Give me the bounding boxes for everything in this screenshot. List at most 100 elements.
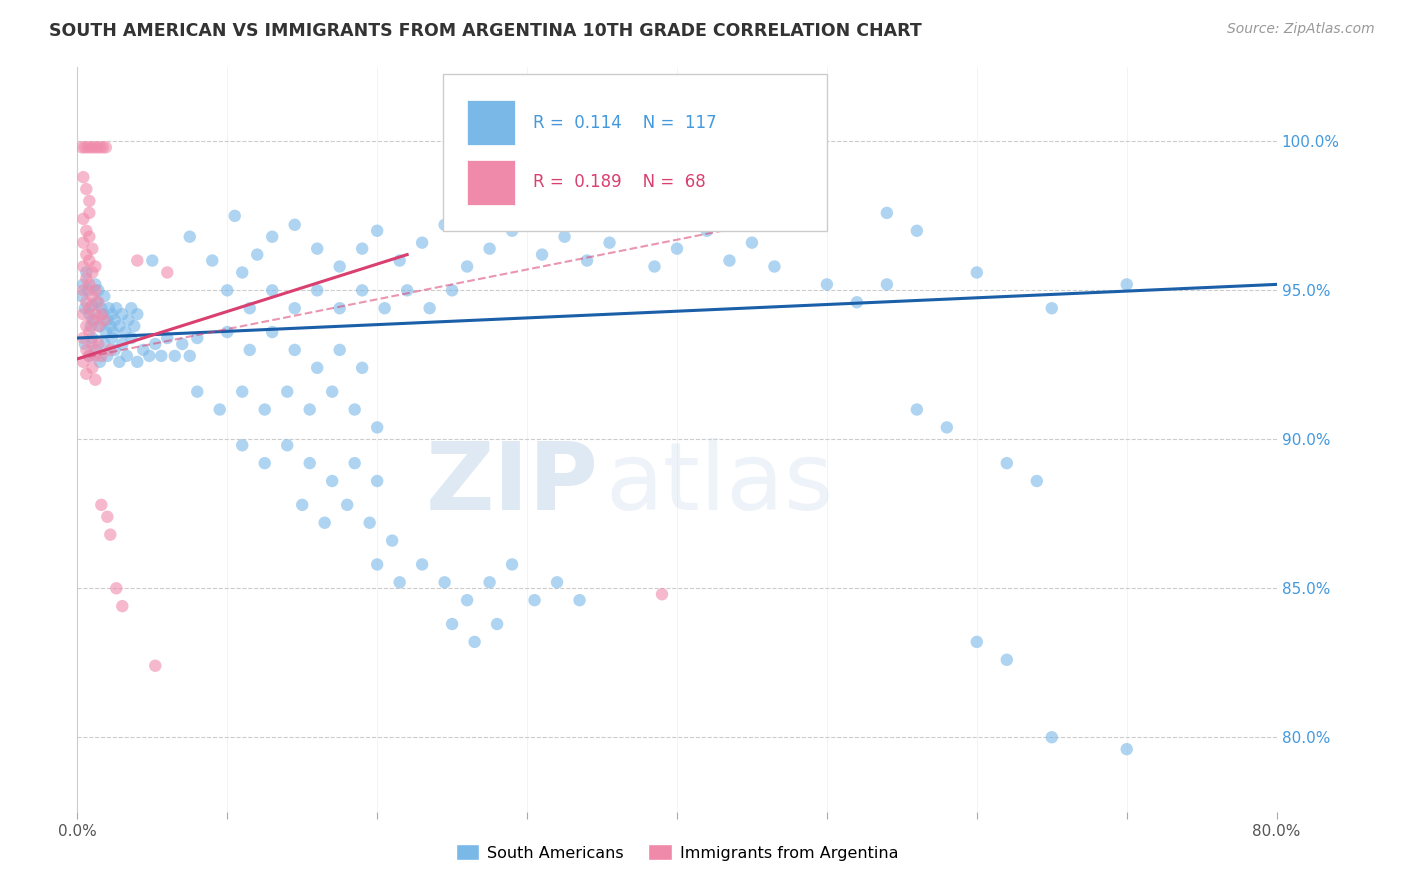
Point (87, 284, 110, 298)
Text: R =  0.189    N =  68: R = 0.189 N = 68 (533, 173, 706, 192)
Point (1040, 301, 1063, 316)
Point (478, 242, 501, 256)
Point (79, 206, 101, 220)
Point (284, 343, 307, 357)
Point (80, 319, 103, 334)
Point (217, 325, 239, 339)
Point (91, 307, 114, 321)
FancyBboxPatch shape (467, 101, 515, 145)
Point (905, 224, 928, 238)
Point (231, 438, 253, 452)
Point (388, 575, 411, 590)
Point (262, 325, 284, 339)
Point (86, 295, 108, 310)
Point (108, 355, 131, 369)
Point (186, 331, 208, 345)
Point (111, 599, 134, 614)
Point (84, 349, 107, 363)
Point (143, 337, 166, 351)
Point (741, 235, 763, 250)
Text: Source: ZipAtlas.com: Source: ZipAtlas.com (1227, 22, 1375, 37)
Point (845, 295, 868, 310)
Point (388, 253, 411, 268)
Point (172, 337, 194, 351)
Point (105, 301, 128, 316)
Point (478, 575, 501, 590)
Point (79, 301, 101, 316)
Point (82, 360, 104, 375)
Point (966, 635, 988, 649)
Point (84, 307, 107, 321)
Point (72, 284, 94, 298)
Point (352, 284, 374, 298)
Point (93, 289, 115, 303)
Point (486, 617, 509, 632)
Point (366, 420, 388, 434)
Point (72, 331, 94, 345)
Point (411, 235, 433, 250)
Point (73, 140, 96, 154)
Point (276, 438, 298, 452)
Point (101, 307, 124, 321)
FancyBboxPatch shape (443, 74, 827, 231)
Point (307, 242, 329, 256)
Point (82, 289, 104, 303)
Point (82, 242, 104, 256)
Point (179, 349, 201, 363)
Point (75, 247, 97, 261)
Point (127, 253, 149, 268)
Point (76, 140, 98, 154)
Point (464, 635, 486, 649)
Point (101, 331, 124, 345)
Point (966, 265, 988, 279)
Text: atlas: atlas (605, 438, 834, 530)
Point (1115, 742, 1137, 756)
Point (411, 558, 433, 572)
Point (554, 229, 576, 244)
Point (120, 301, 142, 316)
Point (786, 146, 808, 161)
Point (132, 343, 155, 357)
Point (239, 301, 262, 316)
Point (396, 284, 419, 298)
Point (89, 140, 111, 154)
Point (568, 593, 591, 607)
Point (75, 343, 97, 357)
Point (76, 284, 98, 298)
Point (1040, 730, 1063, 744)
Point (150, 349, 173, 363)
Point (79, 349, 101, 363)
Point (253, 456, 276, 470)
Point (621, 218, 644, 232)
Text: ZIP: ZIP (426, 438, 599, 530)
Point (103, 325, 125, 339)
Point (366, 558, 388, 572)
Point (93, 337, 115, 351)
Text: R =  0.114    N =  117: R = 0.114 N = 117 (533, 114, 717, 132)
Point (352, 242, 374, 256)
Point (321, 474, 343, 488)
Point (87, 295, 110, 310)
Point (73, 337, 96, 351)
Point (96, 313, 118, 327)
Point (143, 658, 166, 673)
Point (82, 337, 104, 351)
Point (876, 277, 898, 292)
Point (321, 384, 343, 399)
Point (90, 307, 112, 321)
Point (84, 373, 107, 387)
Point (815, 277, 838, 292)
Point (298, 402, 321, 417)
Point (115, 349, 138, 363)
Point (186, 384, 208, 399)
Point (117, 313, 139, 327)
Point (84, 277, 107, 292)
Point (995, 456, 1018, 470)
Point (696, 224, 718, 238)
Point (666, 242, 689, 256)
Point (343, 402, 366, 417)
Point (138, 349, 160, 363)
Point (98, 319, 121, 334)
Point (1025, 474, 1047, 488)
Point (343, 456, 366, 470)
